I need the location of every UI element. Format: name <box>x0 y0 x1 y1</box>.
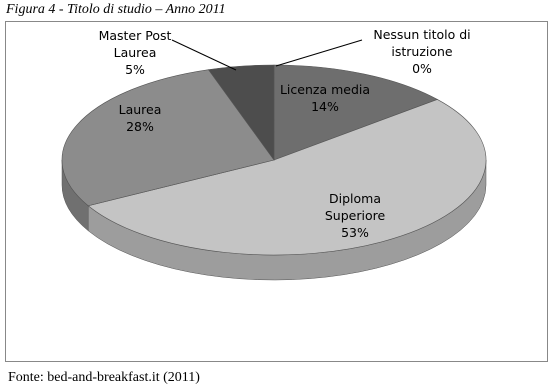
slice-label: Master Post Laurea 5% <box>90 27 180 78</box>
chart-title: Figura 4 - Titolo di studio – Anno 2011 <box>6 2 226 17</box>
slice <box>207 64 275 161</box>
slice-label: Nessun titolo di istruzione 0% <box>357 26 487 77</box>
category-label: Master Post Laurea <box>98 28 172 60</box>
value-label: 0% <box>412 61 432 76</box>
value-label: 14% <box>311 99 339 114</box>
pie <box>61 64 487 281</box>
value-label: 28% <box>126 119 154 134</box>
slice <box>87 99 487 256</box>
value-label: 5% <box>125 62 145 77</box>
slice-label: Diploma Superiore 53% <box>310 190 400 241</box>
category-label: Nessun titolo di istruzione <box>373 27 471 59</box>
leader-line <box>275 39 363 67</box>
category-label: Licenza media <box>279 82 371 97</box>
value-label: 53% <box>341 225 369 240</box>
slice <box>61 69 275 207</box>
category-label: Laurea <box>118 102 162 117</box>
slice <box>273 64 439 161</box>
source: Fonte: bed-and-breakfast.it (2011) <box>8 370 200 385</box>
chart-frame <box>5 21 548 362</box>
category-label: Diploma Superiore <box>324 191 386 223</box>
slice-label: Laurea 28% <box>95 101 185 135</box>
leader-line <box>171 39 237 71</box>
slice-label: Licenza media 14% <box>270 81 380 115</box>
